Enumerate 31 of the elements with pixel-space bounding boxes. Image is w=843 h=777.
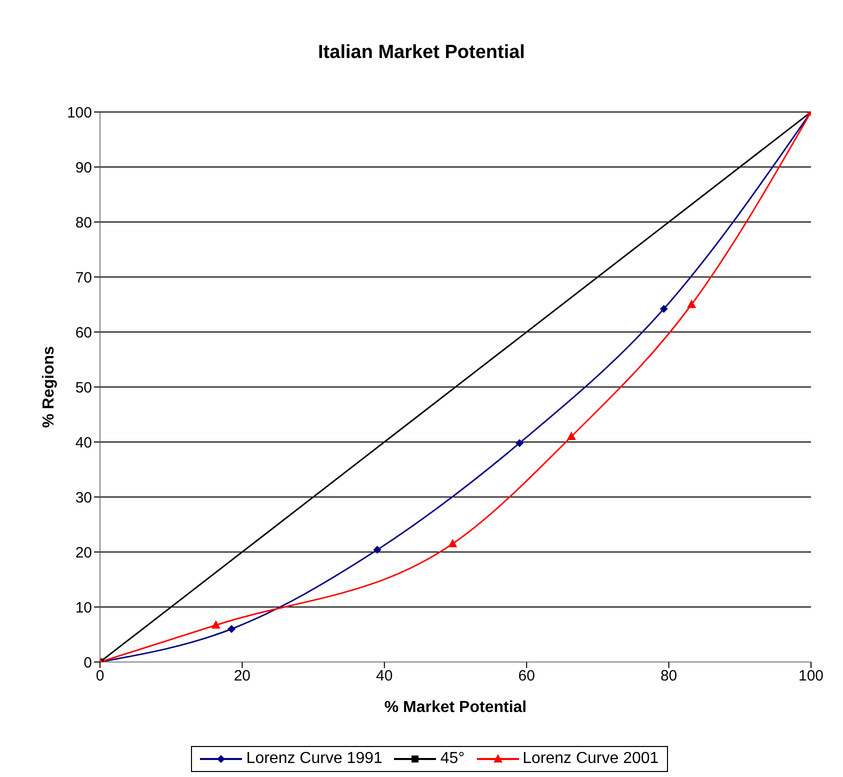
x-tick-label: 100 — [798, 668, 824, 685]
x-tick-label: 20 — [234, 668, 251, 685]
x-tick-label: 80 — [660, 668, 678, 685]
x-tick-label: 0 — [96, 668, 104, 685]
point — [228, 625, 236, 633]
y-tick-label: 90 — [75, 159, 92, 176]
legend-label: Lorenz Curve 2001 — [522, 750, 659, 768]
y-tick-label: 50 — [75, 379, 92, 396]
legend-label: 45° — [439, 750, 465, 768]
y-tick-label: 20 — [75, 544, 92, 562]
y-tick-label: 100 — [66, 104, 92, 122]
y-tick-label: 30 — [75, 489, 92, 506]
x-tick-label: 60 — [518, 668, 535, 685]
y-axis-title: % Regions — [40, 346, 58, 428]
chart-title: Italian Market Potential — [317, 41, 526, 65]
legend-label: Lorenz Curve 1991 — [245, 750, 382, 768]
point — [660, 304, 668, 313]
point — [687, 300, 696, 308]
point — [566, 432, 576, 440]
x-tick-label: 40 — [376, 668, 393, 685]
y-tick-label: 10 — [75, 599, 92, 616]
point — [515, 439, 524, 448]
y-tick-label: 60 — [75, 324, 92, 342]
y-tick-label: 40 — [75, 434, 92, 452]
point — [211, 620, 220, 629]
y-tick-label: 0 — [84, 654, 92, 672]
point — [448, 538, 458, 548]
y-tick-label: 80 — [75, 214, 92, 232]
point — [373, 546, 382, 554]
y-tick-label: 70 — [75, 269, 92, 286]
x-axis-title: % Market Potential — [384, 699, 527, 716]
